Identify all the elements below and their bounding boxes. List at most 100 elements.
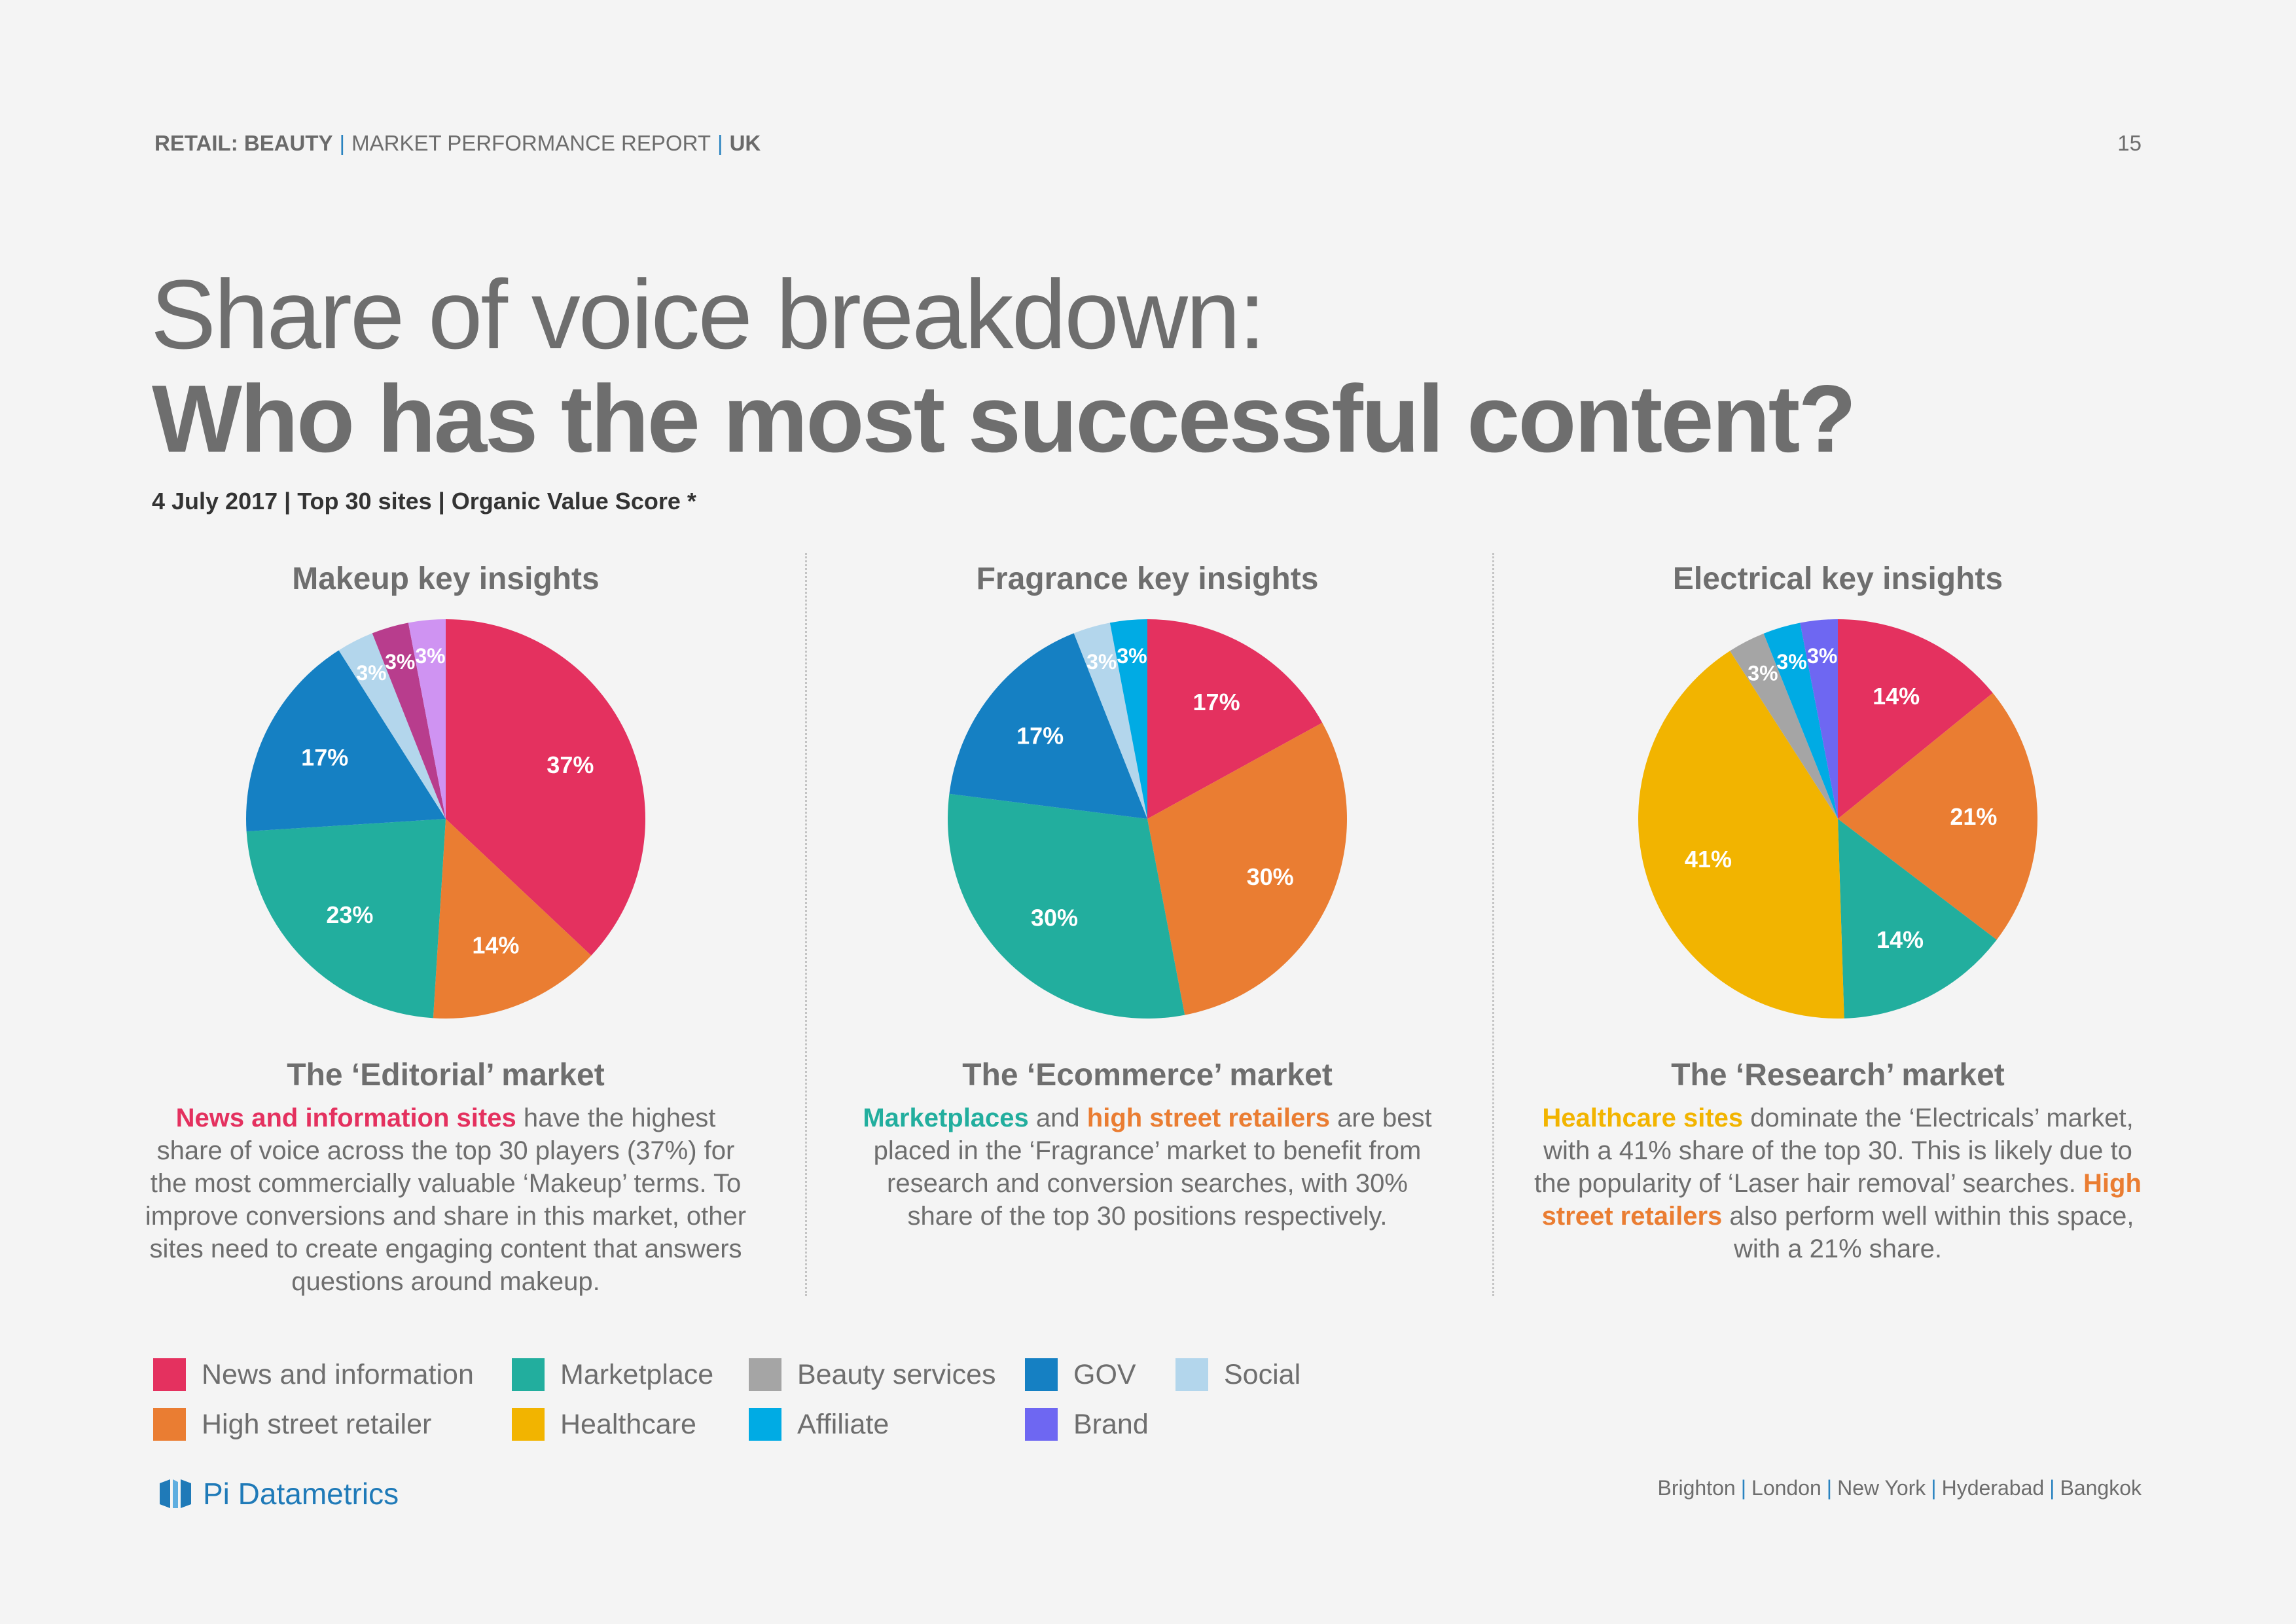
legend-item-highstreet: High street retailer <box>153 1408 431 1441</box>
legend-label: Social <box>1224 1358 1301 1390</box>
pie-slice <box>372 623 446 819</box>
pie-slice-label: 14% <box>1873 683 1920 710</box>
legend-item-gov: GOV <box>1025 1358 1136 1391</box>
header-separator: | <box>717 131 723 155</box>
pie-slice-label: 3% <box>1117 644 1147 668</box>
market-description: News and information sites have the high… <box>141 1102 750 1298</box>
market-title: The ‘Research’ market <box>1671 1058 2005 1092</box>
pie-slice <box>1638 651 1844 1019</box>
market-description-text: have the highest share of voice across t… <box>145 1104 747 1296</box>
page-subtitle: 4 July 2017 | Top 30 sites | Organic Val… <box>152 488 696 514</box>
footer-separator: | <box>2049 1476 2055 1500</box>
pie-slice <box>1730 633 1838 819</box>
market-title: The ‘Ecommerce’ market <box>962 1058 1333 1092</box>
chart-title: Makeup key insights <box>292 562 600 596</box>
logo-text: Pi Datametrics <box>203 1477 399 1511</box>
market-description-text: dominate the ‘Electricals’ market, with … <box>1534 1104 2134 1198</box>
pie-slice-label: 3% <box>415 644 445 668</box>
pie-slice <box>949 633 1147 819</box>
company-logo[interactable]: Pi Datametrics <box>157 1476 399 1511</box>
legend-swatch <box>749 1358 781 1391</box>
market-description-text: also perform well within this space, wit… <box>1722 1202 2134 1263</box>
legend-label: High street retailer <box>202 1408 432 1440</box>
pie-slice-label: 3% <box>1748 662 1778 685</box>
chart-legend: News and information High street retaile… <box>153 1358 1331 1456</box>
highlight-highstreet: high street retailers <box>1086 1104 1331 1132</box>
market-description-text: and <box>1028 1104 1087 1132</box>
logo-icon <box>160 1479 191 1508</box>
legend-item-beauty: Beauty services <box>749 1358 996 1391</box>
highlight-highstreet: High street retailers <box>1541 1169 2142 1231</box>
pie-chart-electrical: 14%21%14%41%3%3% 3% <box>1638 619 2037 1019</box>
legend-swatch <box>749 1408 781 1441</box>
pie-slice-label: 37% <box>547 751 594 778</box>
legend-item-social: Social <box>1175 1358 1300 1391</box>
page-title-line1: Share of voice breakdown: <box>151 259 1266 369</box>
footer-city: Hyderabad <box>1941 1476 2045 1500</box>
pie-slice <box>1147 723 1347 1015</box>
legend-item-healthcare: Healthcare <box>512 1408 696 1441</box>
highlight-marketplaces: Marketplaces <box>863 1104 1029 1132</box>
pie-slice <box>1838 693 2037 940</box>
pie-slice-label: 23% <box>326 901 373 928</box>
pie-slice-label: 3% <box>385 650 415 674</box>
pie-slice <box>1109 619 1147 819</box>
pie-slice <box>1838 619 1993 819</box>
header-sector: RETAIL: BEAUTY <box>154 131 333 155</box>
pie-slice <box>1147 619 1323 819</box>
header-separator: | <box>339 131 346 155</box>
pie-slice-label: 41% <box>1685 846 1732 873</box>
pie-slice-label: 3% <box>356 661 386 685</box>
column-divider <box>1492 553 1494 1296</box>
column-divider <box>805 553 807 1296</box>
legend-item-news: News and information <box>153 1358 474 1391</box>
pie-slice <box>246 819 446 1019</box>
pie-slice <box>1763 623 1838 819</box>
pie-slice <box>338 633 446 819</box>
pie-slice-label: 14% <box>1876 926 1924 953</box>
pie-slice <box>246 650 446 832</box>
legend-label: Affiliate <box>797 1408 889 1440</box>
pie-slice <box>1073 623 1147 819</box>
panel-makeup: Makeup key insights 37% 14% 23% 17% 3% 3% 3% T… <box>118 560 773 1298</box>
legend-label: Marketplace <box>560 1358 714 1390</box>
legend-swatch <box>1025 1408 1058 1441</box>
legend-swatch <box>153 1358 186 1391</box>
legend-label: GOV <box>1073 1358 1136 1390</box>
header-region: UK <box>729 131 761 155</box>
pie-slice-label: 3% <box>1776 650 1806 674</box>
highlight-news: News and information sites <box>175 1104 516 1132</box>
footer-separator: | <box>1826 1476 1833 1500</box>
pie-slice-label: 17% <box>1193 689 1240 715</box>
pie-slice-label: 14% <box>472 931 519 958</box>
legend-item-brand: Brand <box>1025 1408 1149 1441</box>
legend-swatch <box>1025 1358 1058 1391</box>
footer-separator: | <box>1740 1476 1747 1500</box>
pie-slice-label: 3% <box>1807 644 1837 668</box>
panel-fragrance: Fragrance key insights 17% 30% 30% 17% 3% 3% … <box>820 560 1475 1233</box>
pie-slice-label: 17% <box>301 744 348 770</box>
page-header: RETAIL: BEAUTY | MARKET PERFORMANCE REPO… <box>154 131 2142 162</box>
legend-item-affiliate: Affiliate <box>749 1408 889 1441</box>
pie-slice-label: 21% <box>1950 803 1997 830</box>
footer-city: London <box>1751 1476 1821 1500</box>
market-title: The ‘Editorial’ market <box>287 1058 605 1092</box>
footer-separator: | <box>1931 1476 1937 1500</box>
pie-slice-label: 17% <box>1016 722 1064 749</box>
pie-slice-label: 3% <box>1086 650 1117 674</box>
pie-slice <box>1800 619 1838 819</box>
footer-locations: Brighton | London | New York | Hyderabad | Bangk… <box>1658 1476 2142 1500</box>
header-report: MARKET PERFORMANCE REPORT <box>351 131 711 155</box>
chart-title: Fragrance key insights <box>976 562 1319 596</box>
footer-city: Brighton <box>1657 1476 1736 1500</box>
legend-label: Healthcare <box>560 1408 696 1440</box>
legend-label: Brand <box>1073 1408 1149 1440</box>
market-description: Marketplaces and high street retailers a… <box>853 1102 1442 1233</box>
footer-city: Bangkok <box>2060 1476 2142 1500</box>
pie-slice <box>1838 819 1997 1019</box>
legend-swatch <box>153 1408 186 1441</box>
legend-swatch <box>512 1408 545 1441</box>
panel-electrical: Electrical key insights 14% 21% 14% 41% 3% 3%… <box>1511 560 2165 1265</box>
pie-slice <box>948 793 1185 1019</box>
pie-slice-label: 30% <box>1031 905 1078 931</box>
